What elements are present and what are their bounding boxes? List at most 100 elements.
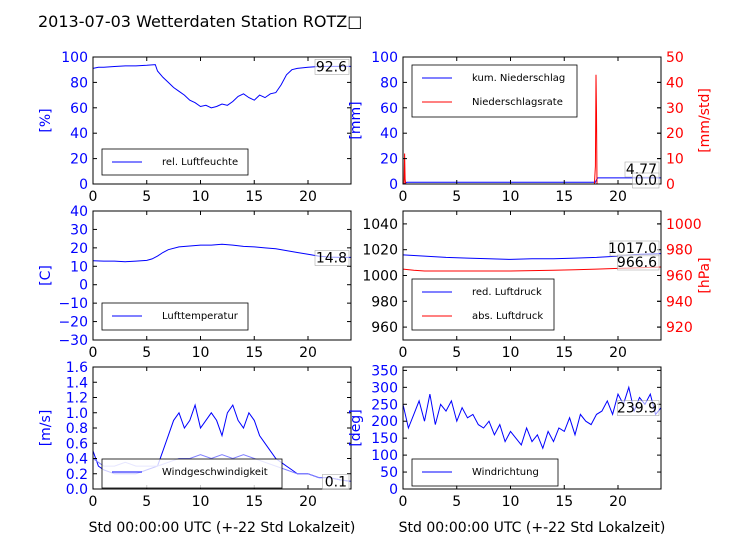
x-tick-label: 5 (142, 345, 151, 361)
value-box (632, 172, 660, 189)
y2-tick-label: 960 (666, 269, 693, 285)
x-tick-label: 5 (452, 494, 461, 510)
y-tick-label: 0.4 (66, 452, 88, 468)
y-tick-label: 20 (70, 152, 88, 168)
figure-title: 2013-07-03 Wetterdaten Station ROTZ□ (38, 12, 362, 31)
axes-frame (402, 366, 662, 490)
y-tick-label: 40 (380, 126, 398, 142)
value-box (617, 254, 660, 271)
x-tick-label: 0 (89, 494, 98, 510)
value-box (314, 59, 350, 75)
x-tick-label: 0 (399, 494, 408, 510)
y-tick-label: 1.6 (66, 360, 88, 376)
x-tick-label: 10 (192, 494, 210, 510)
y2-tick-label: 940 (666, 294, 693, 310)
x-tick-label: 0 (399, 189, 408, 205)
y-tick-label: 0 (389, 177, 398, 193)
y-tick-label: 1.0 (66, 406, 88, 422)
x-tick-label: 20 (609, 494, 627, 510)
y-tick-label: 10 (70, 259, 88, 275)
panel-precipitation: 0 5 10 15 20 0 20 40 60 80 100 0 10 20 30 40 50 [mm] [mm/s… (348, 50, 713, 205)
x-tick-label: 10 (192, 189, 210, 205)
y2-tick-label: 980 (666, 243, 693, 259)
y-tick-label: 0.2 (66, 467, 88, 483)
x-tick-label: 5 (452, 345, 461, 361)
current-value-label: 239.9 (617, 401, 657, 417)
y2-axis-label: [mm/std] (697, 88, 713, 153)
value-box (617, 400, 660, 416)
y2-tick-label: 30 (666, 101, 684, 117)
y2-tick-label: 10 (666, 152, 684, 168)
legend-label: Lufttemperatur (162, 311, 239, 322)
series-line-precipitation-1 (403, 74, 661, 184)
y-tick-label: 60 (70, 101, 88, 117)
y-tick-label: 960 (371, 320, 398, 336)
legend-label: Niederschlagsrate (472, 97, 563, 108)
y-tick-label: 40 (70, 204, 88, 220)
y-axis-label: [mm] (348, 101, 364, 139)
current-value-label: 0.1 (325, 474, 347, 490)
y2-tick-label: 1000 (666, 217, 702, 233)
x-tick-label: 5 (452, 189, 461, 205)
current-value-label: 1017.0 (608, 241, 657, 257)
y-tick-label: 1040 (362, 217, 398, 233)
y-tick-label: 0.8 (66, 421, 88, 437)
legend-label: kum. Niederschlag (472, 73, 565, 84)
y-tick-label: 40 (70, 126, 88, 142)
y-axis-label: [deg] (348, 409, 364, 446)
x-tick-label: 10 (502, 189, 520, 205)
current-value-label: 0.0 (635, 173, 657, 189)
y-tick-label: 980 (371, 294, 398, 310)
x-tick-label: 20 (299, 189, 317, 205)
axes-frame (92, 56, 352, 185)
x-tick-label: 0 (89, 189, 98, 205)
y-tick-label: 300 (371, 380, 398, 396)
y2-tick-label: 0 (666, 177, 675, 193)
y-tick-label: 0 (79, 278, 88, 294)
series-line-temperature-0 (93, 243, 351, 263)
x-tick-label: 20 (609, 345, 627, 361)
y-tick-label: 1020 (362, 243, 398, 259)
x-tick-label: 20 (609, 189, 627, 205)
panel-humidity: 0 5 10 15 20 0 20 40 60 80 100 [%] rel. Luftfeuchte 9… (38, 50, 352, 205)
x-tick-label: 15 (245, 189, 263, 205)
current-value-label: 14.8 (316, 250, 347, 266)
x-tick-label: 0 (399, 345, 408, 361)
y2-axis-label: [hPa] (697, 257, 713, 293)
y-axis-label: [C] (38, 265, 54, 286)
y2-tick-label: 920 (666, 320, 693, 336)
x-tick-label: 10 (502, 345, 520, 361)
legend-box (101, 458, 283, 489)
y2-tick-label: 50 (666, 50, 684, 66)
value-box (322, 474, 350, 490)
y-axis-label: [%] (38, 108, 54, 132)
series-line-pressure-1 (403, 266, 661, 272)
legend-label: Windgeschwindigkeit (162, 467, 268, 478)
y-tick-label: −30 (58, 333, 88, 349)
y-tick-label: 350 (371, 363, 398, 379)
y-tick-label: 60 (380, 101, 398, 117)
axes-frame (402, 56, 662, 185)
x-tick-label: 10 (192, 345, 210, 361)
x-tick-label: 20 (299, 345, 317, 361)
y-tick-label: 100 (61, 50, 88, 66)
current-value-label: 966.6 (617, 255, 657, 271)
series-line-precipitation-0 (403, 177, 661, 184)
y-tick-label: 0 (389, 482, 398, 498)
y-tick-label: 1.4 (66, 375, 88, 391)
legend-label: rel. Luftfeuchte (162, 157, 238, 168)
y-tick-label: 50 (380, 465, 398, 481)
x-tick-label: 10 (502, 494, 520, 510)
x-axis-label: Std 00:00:00 UTC (+-22 Std Lokalzeit) (399, 520, 666, 536)
y-tick-label: −20 (58, 315, 88, 331)
y-tick-label: 20 (380, 152, 398, 168)
series-line-humidity-0 (93, 64, 351, 109)
y-tick-label: 200 (371, 414, 398, 430)
x-tick-label: 5 (142, 189, 151, 205)
legend-label: abs. Luftdruck (472, 311, 543, 322)
x-tick-label: 15 (555, 494, 573, 510)
x-axis-label: Std 00:00:00 UTC (+-22 Std Lokalzeit) (89, 520, 356, 536)
legend-box (411, 278, 555, 331)
series-line-winddirection-0 (403, 385, 661, 450)
